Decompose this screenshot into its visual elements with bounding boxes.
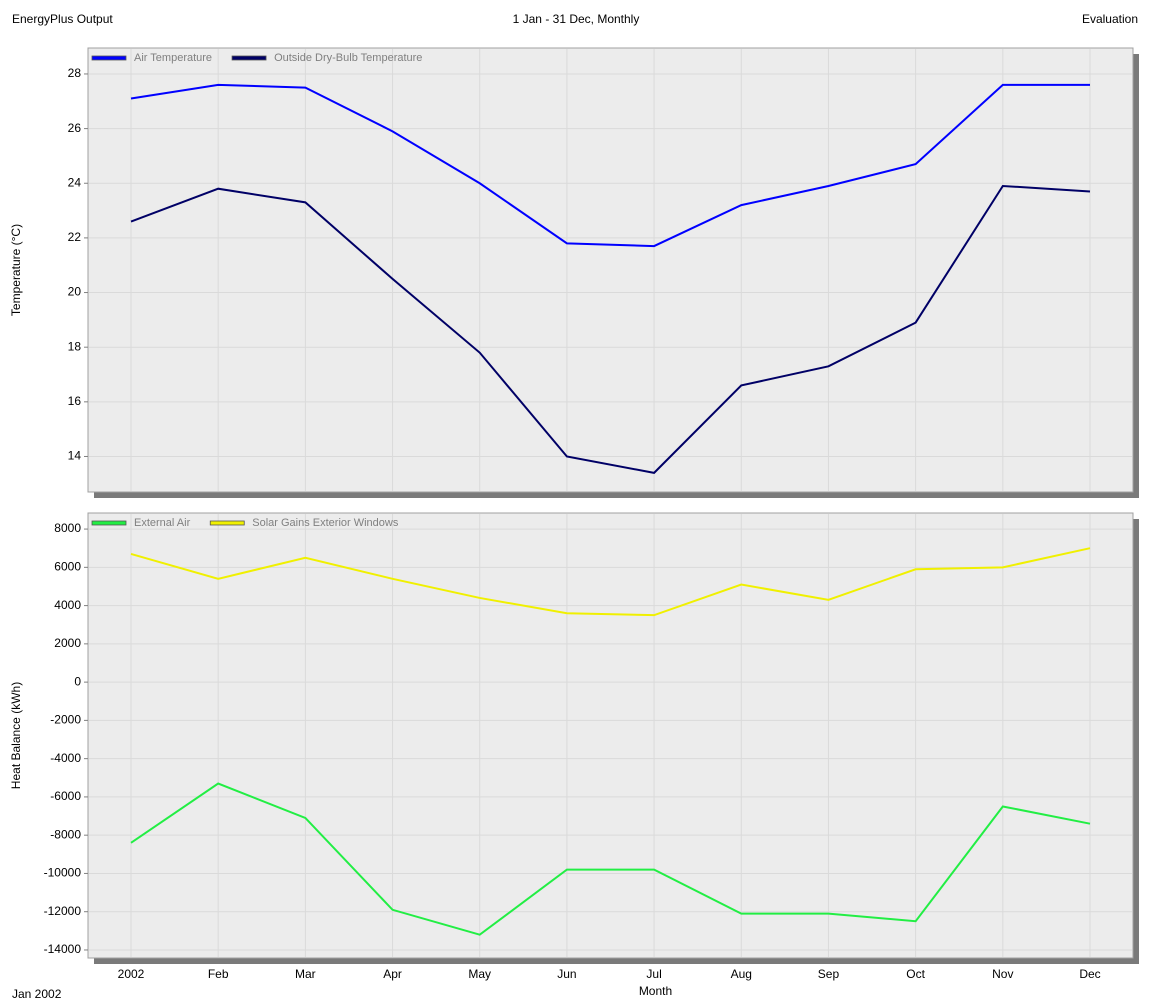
x-tick-label: Oct (906, 967, 925, 981)
y-tick-label: 6000 (54, 560, 81, 574)
series-line (130, 547, 1091, 617)
y-axis-title: Temperature (°C) (9, 224, 23, 316)
header-left: EnergyPlus Output (12, 12, 113, 26)
y-tick-label: 2000 (54, 636, 81, 650)
header-right: Evaluation (1082, 12, 1138, 26)
y-tick-label: 4000 (54, 598, 81, 612)
header-center: 1 Jan - 31 Dec, Monthly (513, 12, 640, 26)
y-tick-label: 16 (68, 394, 82, 408)
legend-swatch (91, 55, 127, 61)
series-line (130, 782, 1091, 936)
y-tick-label: 28 (68, 66, 82, 80)
legend-label: Outside Dry-Bulb Temperature (274, 52, 422, 64)
y-tick-label: 24 (68, 175, 82, 189)
y-tick-label: 22 (68, 230, 82, 244)
start-label: Jan 2002 (12, 987, 62, 1001)
plot-area (87, 47, 1134, 493)
x-tick-label: 2002 (118, 967, 145, 981)
x-tick-label: Jul (646, 967, 661, 981)
legend-swatch (209, 520, 245, 526)
x-tick-label: Apr (383, 967, 402, 981)
y-tick-label: 8000 (54, 521, 81, 535)
x-tick-label: Feb (208, 967, 229, 981)
y-tick-label: -6000 (50, 789, 81, 803)
legend-label: Solar Gains Exterior Windows (252, 517, 399, 529)
y-axis-title: Heat Balance (kWh) (9, 682, 23, 789)
x-tick-label: Sep (818, 967, 840, 981)
legend-label: Air Temperature (134, 52, 212, 64)
x-axis-title: Month (639, 984, 672, 998)
y-tick-label: 14 (68, 449, 82, 463)
x-tick-label: Dec (1079, 967, 1100, 981)
x-tick-label: Jun (557, 967, 576, 981)
y-tick-label: 18 (68, 339, 82, 353)
y-tick-label: -4000 (50, 751, 81, 765)
y-tick-label: 0 (74, 674, 81, 688)
y-tick-label: -14000 (44, 942, 82, 956)
x-tick-label: Mar (295, 967, 316, 981)
x-tick-label: May (468, 967, 491, 981)
y-tick-label: -2000 (50, 713, 81, 727)
legend-label: External Air (134, 517, 191, 529)
x-tick-label: Aug (731, 967, 752, 981)
x-tick-label: Nov (992, 967, 1013, 981)
legend-swatch (231, 55, 267, 61)
y-tick-label: 26 (68, 121, 82, 135)
series-line (130, 83, 1090, 248)
y-tick-label: -10000 (44, 866, 82, 880)
series-line (130, 184, 1091, 474)
plot-area (87, 512, 1134, 959)
y-tick-label: -12000 (44, 904, 82, 918)
y-tick-label: -8000 (50, 827, 81, 841)
legend-swatch (91, 520, 127, 526)
y-tick-label: 20 (68, 285, 82, 299)
